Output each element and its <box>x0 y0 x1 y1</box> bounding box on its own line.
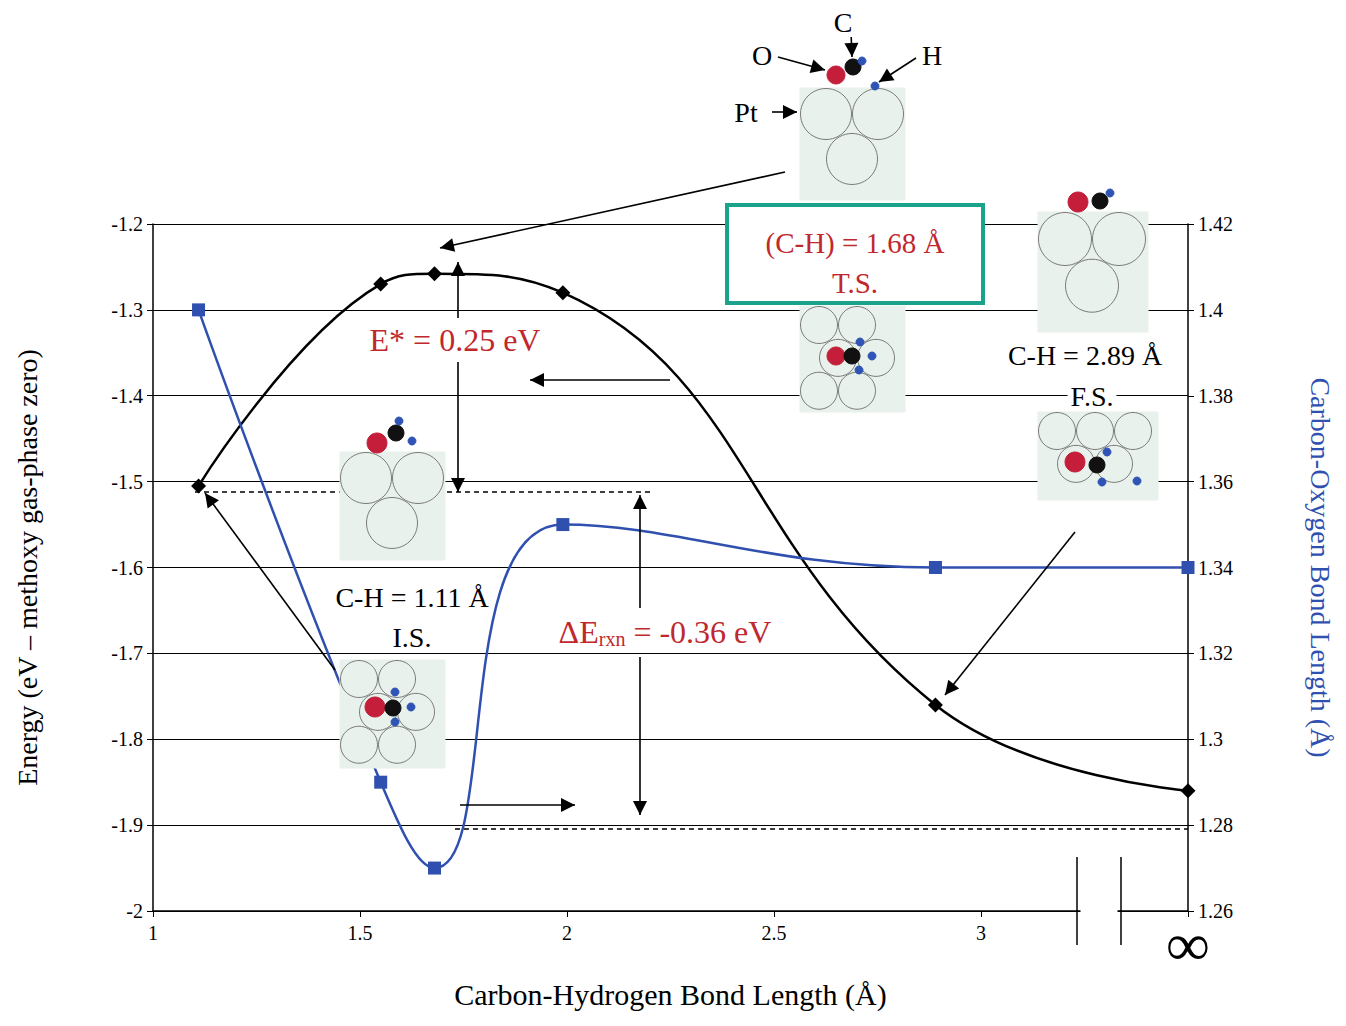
svg-text:-2: -2 <box>126 900 143 922</box>
svg-text:1: 1 <box>148 922 158 944</box>
svg-text:1.4: 1.4 <box>1198 299 1223 321</box>
svg-text:2.5: 2.5 <box>762 922 787 944</box>
svg-text:Pt: Pt <box>734 97 758 128</box>
svg-text:C: C <box>834 7 853 38</box>
svg-text:1.38: 1.38 <box>1198 385 1233 407</box>
svg-text:∞: ∞ <box>1167 912 1210 978</box>
svg-text:-1.5: -1.5 <box>111 471 143 493</box>
svg-text:1.5: 1.5 <box>348 922 373 944</box>
svg-text:-1.9: -1.9 <box>111 814 143 836</box>
svg-text:I.S.: I.S. <box>393 622 432 653</box>
svg-text:C-H = 2.89 Å: C-H = 2.89 Å <box>1008 340 1163 371</box>
svg-text:-1.8: -1.8 <box>111 728 143 750</box>
svg-text:-1.7: -1.7 <box>111 642 143 664</box>
svg-text:Energy (eV – methoxy gas-phase: Energy (eV – methoxy gas-phase zero) <box>12 349 43 786</box>
svg-text:1.42: 1.42 <box>1198 213 1233 235</box>
svg-text:(C-H) = 1.68 Å: (C-H) = 1.68 Å <box>765 227 944 260</box>
svg-text:-1.2: -1.2 <box>111 213 143 235</box>
svg-text:-1.6: -1.6 <box>111 557 143 579</box>
svg-text:-1.4: -1.4 <box>111 385 143 407</box>
svg-text:3: 3 <box>976 922 986 944</box>
svg-text:E* = 0.25 eV: E* = 0.25 eV <box>370 322 541 358</box>
svg-text:1.32: 1.32 <box>1198 642 1233 664</box>
svg-text:Carbon-Oxygen Bond Length (Å): Carbon-Oxygen Bond Length (Å) <box>1305 377 1336 757</box>
svg-text:F.S.: F.S. <box>1071 381 1114 412</box>
svg-text:O: O <box>752 40 772 71</box>
svg-text:1.34: 1.34 <box>1198 557 1233 579</box>
svg-text:1.26: 1.26 <box>1198 900 1233 922</box>
svg-text:rxn: rxn <box>599 628 626 650</box>
svg-text:C-H = 1.11 Å: C-H = 1.11 Å <box>335 582 489 613</box>
svg-text:T.S.: T.S. <box>832 267 878 299</box>
svg-text:= -0.36 eV: = -0.36 eV <box>625 614 771 650</box>
svg-text:Carbon-Hydrogen Bond Length (Å: Carbon-Hydrogen Bond Length (Å) <box>454 978 886 1012</box>
svg-text:1.36: 1.36 <box>1198 471 1233 493</box>
svg-text:1.3: 1.3 <box>1198 728 1223 750</box>
svg-text:2: 2 <box>562 922 572 944</box>
svg-text:H: H <box>922 40 942 71</box>
svg-text:ΔE: ΔE <box>559 614 599 650</box>
svg-text:-1.3: -1.3 <box>111 299 143 321</box>
svg-text:1.28: 1.28 <box>1198 814 1233 836</box>
